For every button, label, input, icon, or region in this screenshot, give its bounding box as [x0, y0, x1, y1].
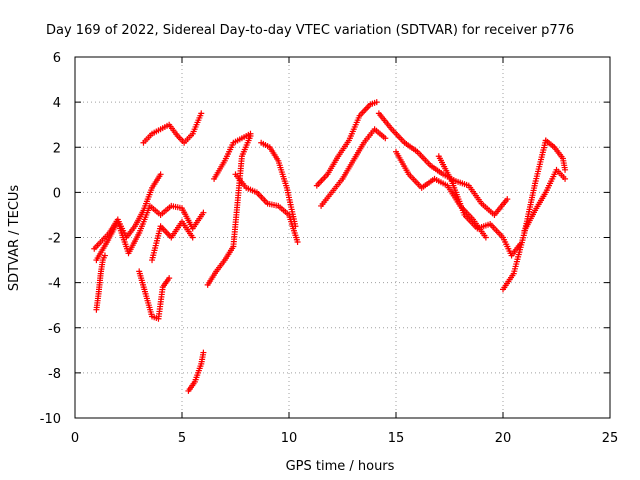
- series-track-7: [185, 349, 207, 394]
- plot-frame: [74, 56, 611, 419]
- data-points: [91, 99, 569, 394]
- series-track-8: [204, 132, 254, 288]
- y-tick-label: -6: [48, 322, 61, 337]
- data-point: [382, 135, 389, 142]
- x-tick-label: 15: [388, 431, 405, 446]
- y-tick-label: -8: [48, 367, 61, 382]
- series-track-16: [435, 153, 524, 259]
- y-tick-label: 6: [53, 51, 61, 66]
- data-point: [189, 234, 196, 241]
- y-axis-label: SDTVAR / TECUs: [7, 185, 22, 292]
- chart-title: Day 169 of 2022, Sidereal Day-to-day VTE…: [46, 23, 574, 38]
- data-point: [504, 196, 511, 203]
- data-point: [198, 110, 205, 117]
- grid-lines: [75, 57, 610, 418]
- series-track-10: [232, 171, 301, 246]
- x-tick-label: 20: [495, 431, 512, 446]
- series-track-5: [136, 268, 173, 322]
- y-tick-label: -10: [40, 412, 61, 427]
- series-track-9: [211, 130, 254, 182]
- data-point: [200, 209, 207, 216]
- x-tick-label: 25: [602, 431, 619, 446]
- series-track-11: [258, 139, 299, 230]
- y-tick-label: -2: [48, 232, 61, 247]
- y-tick-label: 0: [53, 186, 61, 201]
- series-track-18: [521, 166, 569, 234]
- data-point: [166, 275, 173, 282]
- data-point: [562, 175, 569, 182]
- data-point: [294, 239, 301, 246]
- data-point: [292, 223, 299, 230]
- data-point: [247, 130, 254, 137]
- series-track-4: [140, 110, 205, 146]
- series-track-2: [93, 252, 108, 313]
- data-point: [200, 349, 207, 356]
- data-point: [562, 166, 569, 173]
- y-tick-label: -4: [48, 277, 61, 292]
- y-tick-label: 2: [53, 141, 61, 156]
- series-track-6: [149, 218, 196, 264]
- series-track-17: [500, 137, 549, 293]
- data-point: [101, 252, 108, 259]
- series-track-13: [318, 126, 389, 209]
- axis-ticks: 0 5 10 15 20 25 -10 -8 -6 -4 -2 0 2 4 6: [40, 51, 619, 446]
- data-point: [482, 234, 489, 241]
- data-point: [157, 171, 164, 178]
- series-track-12: [313, 99, 380, 189]
- y-tick-label: 4: [53, 96, 61, 111]
- series-track-3: [93, 202, 207, 264]
- x-axis-label: GPS time / hours: [286, 459, 395, 474]
- x-tick-label: 10: [281, 431, 298, 446]
- x-tick-label: 5: [178, 431, 186, 446]
- series-track-19: [542, 137, 569, 173]
- series-track-14: [375, 110, 511, 218]
- data-point: [373, 99, 380, 106]
- series-track-1: [91, 171, 164, 252]
- x-tick-label: 0: [71, 431, 79, 446]
